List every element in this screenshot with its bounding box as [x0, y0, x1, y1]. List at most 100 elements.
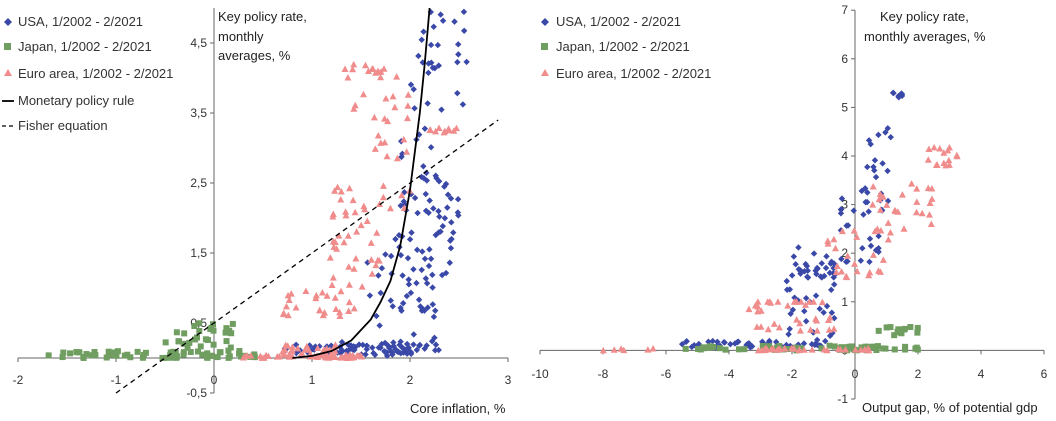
euro-point [332, 305, 340, 313]
usa-point [831, 314, 838, 322]
japan-point [80, 353, 87, 360]
euro-point [336, 308, 344, 316]
usa-point [420, 28, 427, 35]
usa-point [377, 289, 384, 297]
euro-point [925, 211, 933, 218]
usa-point [442, 269, 450, 277]
legend-euro-label: Euro area, 1/2002 - 2/2021 [556, 66, 711, 81]
usa-point [376, 322, 383, 329]
usa-point [837, 210, 845, 217]
euro-point [383, 152, 391, 160]
y-tick-label: 1,5 [190, 246, 207, 260]
euro-point [805, 298, 813, 305]
usa-point [875, 245, 882, 252]
euro-point [864, 344, 872, 352]
japan-point [759, 342, 766, 349]
usa-point [405, 276, 412, 283]
usa-point [425, 262, 433, 270]
usa-point [866, 235, 874, 243]
usa-point [828, 286, 835, 294]
euro-point [359, 90, 367, 98]
euro-point [928, 195, 936, 202]
y-tick-label: 4,5 [190, 36, 207, 50]
euro-point [337, 287, 345, 295]
usa-point [425, 60, 432, 67]
euro-point [376, 200, 384, 208]
usa-point [431, 347, 439, 354]
euro-point [335, 232, 343, 239]
usa-point [418, 266, 425, 274]
japan-point [92, 351, 99, 358]
usa-point [426, 246, 433, 253]
usa-point [858, 187, 865, 195]
japan-point [223, 327, 230, 334]
euro-point [875, 267, 883, 274]
euro-point [280, 310, 288, 318]
usa-point [817, 273, 824, 280]
usa-point [454, 196, 462, 203]
euro-point [913, 198, 921, 205]
euro-point [258, 354, 266, 361]
usa-point [441, 183, 448, 190]
euro-point [302, 287, 310, 294]
euro-point [924, 156, 932, 163]
usa-point [437, 228, 444, 235]
usa-point [373, 312, 380, 320]
euro-point [767, 345, 775, 353]
japan-point [236, 348, 243, 355]
euro-point [876, 206, 884, 213]
usa-point [423, 169, 430, 177]
usa-point [802, 260, 809, 268]
usa-point [348, 344, 355, 352]
usa-point [859, 245, 866, 252]
euro-point [342, 208, 350, 215]
japan-point [223, 338, 230, 345]
usa-point [772, 338, 780, 346]
usa-point [422, 207, 430, 214]
japan-point [875, 327, 882, 334]
euro-point [320, 346, 328, 353]
euro-point [384, 117, 392, 125]
usa-point [801, 268, 808, 275]
usa-point [389, 303, 396, 310]
x-tick-label: 3 [505, 373, 512, 387]
euro-point [886, 229, 894, 236]
euro-point [830, 235, 838, 243]
usa-point [419, 305, 427, 313]
euro-point [869, 251, 877, 258]
japan-point [214, 354, 221, 361]
usa-point [439, 222, 447, 230]
usa-point [382, 251, 389, 258]
usa-point [826, 269, 834, 277]
euro-point [328, 281, 336, 289]
usa-point [838, 195, 846, 202]
usa-point [801, 307, 808, 315]
usa-point [407, 81, 415, 88]
usa-point [422, 275, 430, 282]
usa-point [381, 339, 389, 347]
y-tick-label: -1 [837, 392, 848, 406]
fisher-equation-line [115, 119, 499, 394]
usa-point [362, 351, 369, 358]
euro-point [441, 127, 449, 135]
japan-point [159, 354, 166, 361]
euro-point [287, 290, 295, 297]
usa-point [791, 294, 798, 301]
left-legend: USA, 1/2002 - 2/2021 Japan, 1/2002 - 2/2… [2, 14, 173, 133]
usa-point [850, 207, 857, 214]
y-tick-label: 5 [841, 100, 848, 114]
japan-point [784, 345, 791, 352]
euro-point [374, 132, 382, 139]
usa-point [827, 260, 834, 267]
euro-point [391, 103, 399, 111]
usa-point [418, 36, 425, 43]
usa-point [378, 265, 386, 272]
usa-point [875, 131, 882, 139]
usa-point [427, 144, 435, 151]
japan-point [197, 343, 204, 350]
euro-point [644, 346, 652, 353]
euro-point [370, 113, 378, 121]
usa-point [829, 329, 836, 337]
euro-point [386, 204, 394, 212]
euro-point [345, 307, 353, 314]
